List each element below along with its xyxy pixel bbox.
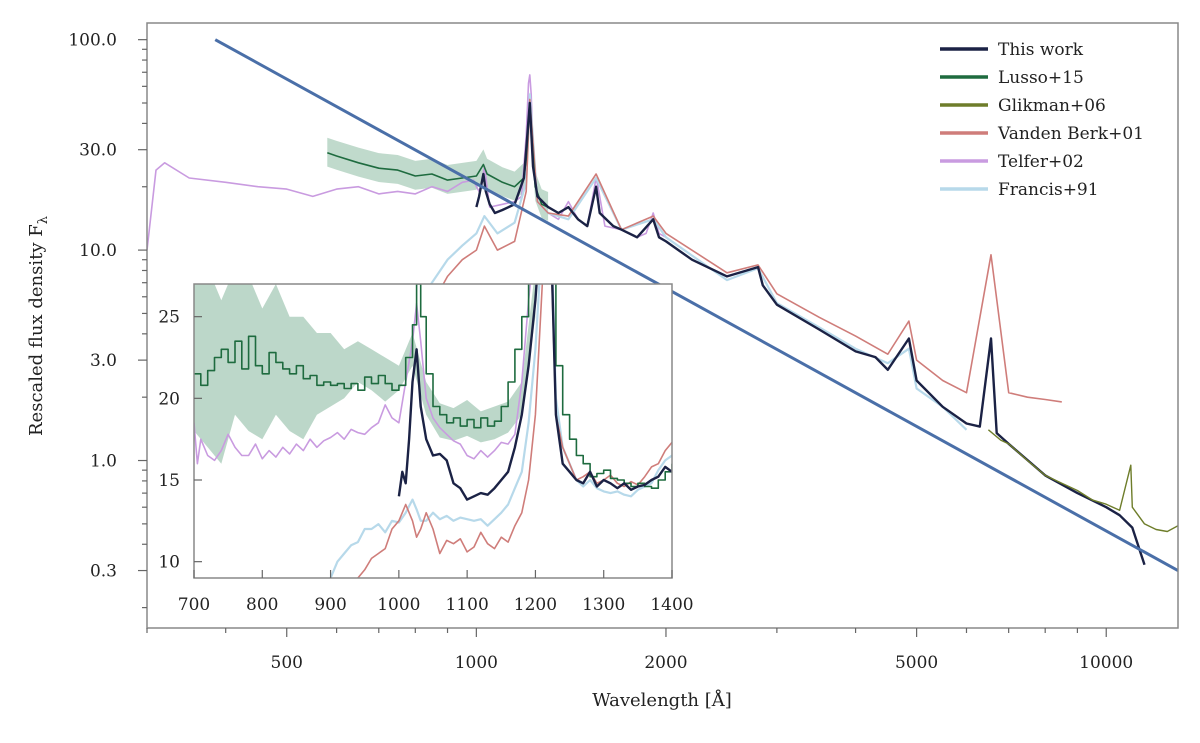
x-tick-label: 500 [271, 653, 303, 673]
y-tick-label: 0.3 [90, 562, 117, 582]
legend-label: Vanden Berk+01 [997, 124, 1144, 144]
main-plot-frame [146, 22, 1179, 629]
main-y-axis: 0.3 1.0 3.0 10.0 30.0 100.0 [68, 31, 147, 609]
legend-label: Francis+91 [998, 180, 1099, 200]
x-axis-title: Wavelength [Å] [592, 689, 732, 711]
inset-lusso-uncertainty-band [194, 284, 536, 464]
legend-label: Lusso+15 [998, 68, 1084, 88]
legend-item-lusso-15: Lusso+15 [940, 68, 1084, 88]
inset-plot: 700 800 900 1000 1100 1200 1300 1400 10 15 20 25 [158, 283, 694, 615]
legend: This work Lusso+15 Glikman+06 Vanden Berk+0… [940, 40, 1144, 200]
inset-x-tick-label: 1300 [582, 595, 625, 615]
main-x-axis: 500 1000 2000 5000 10000 [146, 628, 1133, 673]
inset-series-line-this-work [397, 284, 672, 501]
inset-x-tick-label: 1100 [446, 595, 489, 615]
legend-item-vanden-berk-01: Vanden Berk+01 [940, 124, 1144, 144]
inset-x-tick-label: 900 [314, 595, 346, 615]
legend-label: Glikman+06 [998, 96, 1106, 116]
legend-label: This work [998, 40, 1084, 60]
inset-y-tick-label: 25 [158, 308, 180, 328]
legend-item-glikman-06: Glikman+06 [940, 96, 1106, 116]
inset-series-line-francis-91 [329, 284, 672, 578]
y-tick-label: 10.0 [79, 241, 117, 261]
inset-x-tick-label: 700 [178, 595, 210, 615]
y-tick-label: 3.0 [90, 351, 117, 371]
inset-y-tick-label: 20 [158, 389, 180, 409]
x-tick-label: 1000 [455, 653, 498, 673]
legend-item-francis-91: Francis+91 [940, 180, 1099, 200]
y-tick-label: 100.0 [68, 31, 117, 51]
series-line-glikman-06 [987, 429, 1178, 533]
legend-item-telfer-02: Telfer+02 [940, 152, 1084, 172]
x-tick-label: 10000 [1079, 653, 1133, 673]
x-tick-label: 2000 [644, 653, 687, 673]
series-line-this-work [475, 101, 1146, 566]
inset-plot-frame [193, 283, 673, 579]
inset-x-tick-label: 1400 [650, 595, 693, 615]
x-tick-label: 5000 [895, 653, 938, 673]
y-tick-label: 30.0 [79, 141, 117, 161]
inset-x-tick-label: 1000 [377, 595, 420, 615]
y-tick-label: 1.0 [90, 452, 117, 472]
legend-item-this-work: This work [940, 40, 1084, 60]
lusso-uncertainty-band [327, 91, 549, 221]
inset-y-tick-label: 15 [158, 471, 180, 491]
legend-label: Telfer+02 [998, 152, 1084, 172]
inset-series-line-vanden-berk-01 [356, 284, 672, 578]
inset-x-tick-label: 800 [246, 595, 278, 615]
inset-x-axis: 700 800 900 1000 1100 1200 1300 1400 [178, 570, 694, 615]
inset-y-axis: 10 15 20 25 [158, 308, 202, 573]
inset-series-layer [194, 284, 672, 578]
inset-series-line-telfer-02 [194, 284, 532, 465]
inset-x-tick-label: 1200 [514, 595, 557, 615]
y-axis-title: Rescaled flux density Fλ [26, 216, 51, 436]
power-law-continuum-line [214, 38, 1178, 572]
inset-series-line-lusso-15 [194, 284, 672, 490]
main-series-layer [147, 38, 1178, 572]
inset-y-tick-label: 10 [158, 553, 180, 573]
series-line-vanden-berk-01 [424, 98, 1062, 403]
